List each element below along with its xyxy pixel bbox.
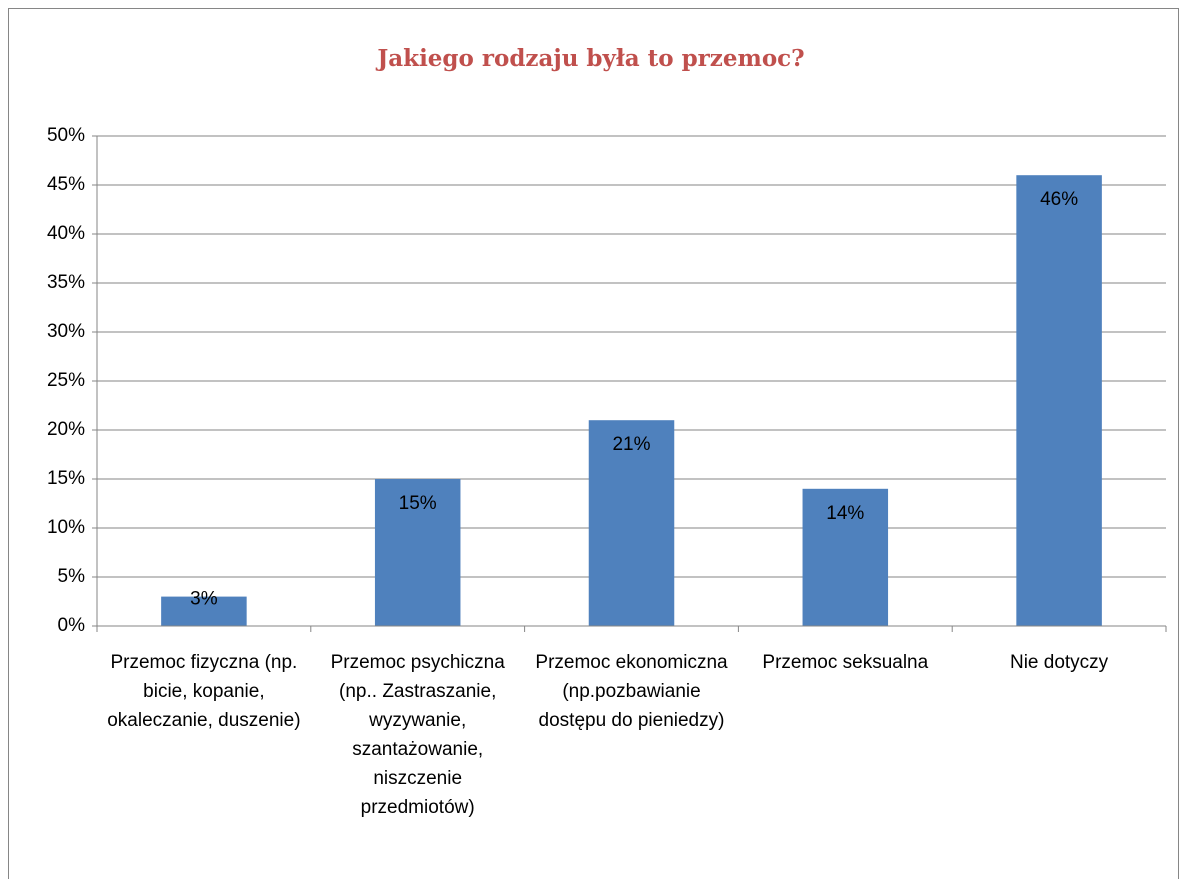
bar xyxy=(588,420,675,626)
y-tick-label: 50% xyxy=(47,125,85,146)
value-label: 21% xyxy=(612,434,650,455)
value-label: 15% xyxy=(399,493,437,514)
y-tick-label: 5% xyxy=(58,566,86,587)
bar xyxy=(374,479,461,626)
value-label: 3% xyxy=(190,589,218,610)
value-label: 14% xyxy=(826,503,864,524)
y-tick-label: 25% xyxy=(47,370,85,391)
y-tick-label: 45% xyxy=(47,174,85,195)
x-tick-label: Przemoc fizyczna (np. bicie, kopanie, ok… xyxy=(107,652,301,731)
x-tick-label: Przemoc ekonomiczna (np.pozbawianie dost… xyxy=(535,652,728,731)
chart-border xyxy=(8,8,1179,879)
x-tick-label: Nie dotyczy xyxy=(1009,652,1109,673)
chart-title: Jakiego rodzaju była to przemoc? xyxy=(375,45,804,72)
y-tick-label: 35% xyxy=(47,272,85,293)
x-tick-label: Przemoc seksualna xyxy=(762,652,929,673)
bar xyxy=(802,488,889,626)
y-tick-label: 20% xyxy=(47,419,85,440)
y-tick-label: 40% xyxy=(47,223,85,244)
y-tick-label: 0% xyxy=(58,615,86,636)
bar xyxy=(1016,175,1102,626)
value-label: 46% xyxy=(1040,189,1078,210)
y-tick-label: 10% xyxy=(47,517,85,538)
x-tick-label: Przemoc psychiczna (np.. Zastraszanie, w… xyxy=(330,652,505,818)
bar xyxy=(161,596,247,626)
y-tick-label: 15% xyxy=(47,468,85,489)
y-tick-label: 30% xyxy=(47,321,85,342)
